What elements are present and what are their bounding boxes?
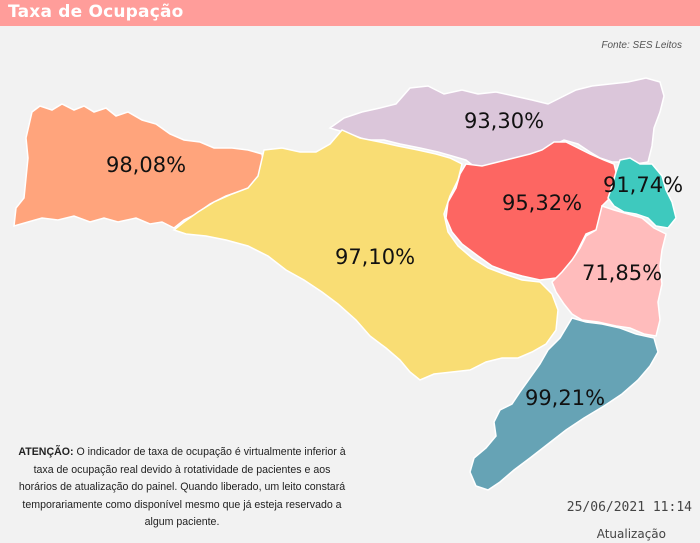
notice-text: ATENÇÃO: O indicador de taxa de ocupação…	[14, 444, 350, 532]
source-note: Fonte: SES Leitos	[601, 40, 682, 51]
region-foz[interactable]	[607, 157, 677, 229]
update-label: Atualização	[596, 527, 666, 541]
region-value-oeste: 98,08%	[106, 153, 186, 177]
region-value-vale: 95,32%	[502, 191, 582, 215]
update-timestamp: 25/06/2021 11:14	[566, 500, 692, 515]
page-title: Taxa de Ocupação	[8, 2, 184, 22]
notice-body: O indicador de taxa de ocupação é virtua…	[18, 446, 346, 528]
region-value-sul: 99,21%	[525, 386, 605, 410]
notice-bold: ATENÇÃO:	[18, 446, 74, 458]
region-value-norte: 93,30%	[464, 109, 544, 133]
region-value-meio-oeste: 97,10%	[335, 245, 415, 269]
region-norte[interactable]	[328, 77, 665, 169]
region-sul[interactable]	[469, 317, 659, 491]
region-value-foz: 91,74%	[603, 173, 683, 197]
region-value-grande-florianopolis: 71,85%	[582, 261, 662, 285]
region-vale[interactable]	[445, 141, 619, 281]
title-bar: Taxa de Ocupação	[0, 0, 700, 26]
region-grande-florianopolis[interactable]	[551, 205, 667, 337]
region-meio-oeste[interactable]	[172, 129, 559, 381]
